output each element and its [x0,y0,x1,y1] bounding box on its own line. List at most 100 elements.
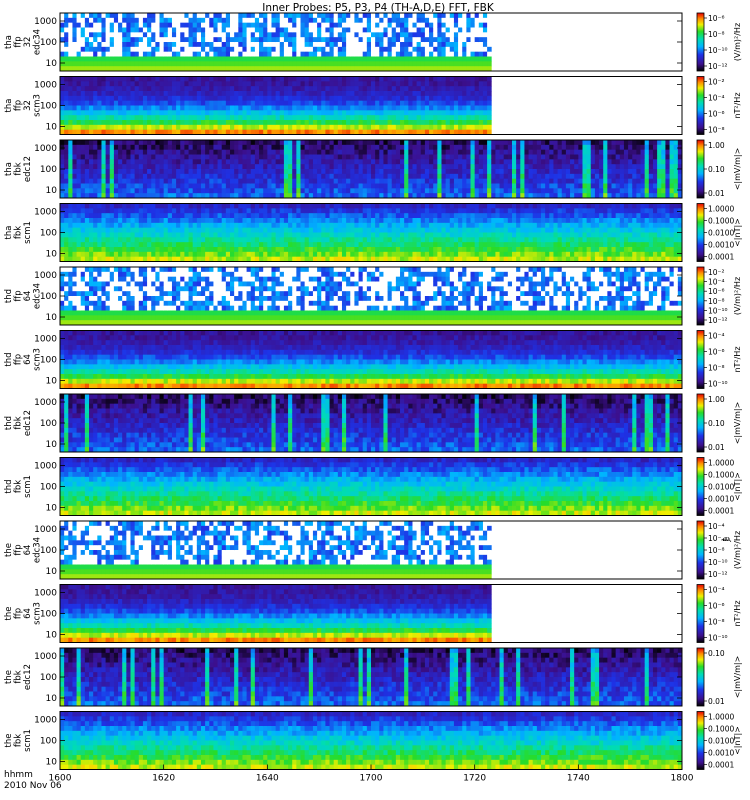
y-tick-label: 10 [46,758,58,768]
colorbar-tick-label: 0.1000 [708,725,734,734]
colorbar-tick-label: 10⁻² [708,268,725,277]
colorbar-tick-label: 0.10 [708,165,725,174]
panel-ylabel: edc34 [33,537,43,563]
colorbar-tick-label: 0.0001 [708,507,734,516]
panel-ylabel: fbk [14,670,24,683]
colorbar-tick-label: 0.01 [708,697,725,706]
y-tick-label: 10 [46,123,58,133]
colorbar-tick-label: 10⁻⁴ [708,522,725,531]
panel-ylabel: fbk [14,734,24,747]
y-tick-label: 1000 [34,335,57,345]
colorbar-tick-label: 0.0001 [708,761,734,770]
colorbar [697,712,704,770]
panel-ylabel: 64 [23,354,33,365]
panel-ylabel: 32 [23,100,33,111]
colorbar-tick-label: 10⁻¹⁰ [708,306,728,315]
spectrogram-2 [60,140,682,198]
colorbar-tick-label: 10⁻⁶ [708,348,725,357]
colorbar-tick-label: 1.00 [708,141,725,150]
colorbar-tick-label: 1.0000 [708,459,734,468]
colorbar-tick-label: 0.0010 [708,495,734,504]
y-tick-label: 1000 [34,462,57,472]
y-tick-label: 10 [46,694,58,704]
colorbar-tick-label: 0.10 [708,419,725,428]
panel-ylabel: scm1 [23,729,33,752]
y-tick-label: 10 [46,631,58,641]
panel-ylabel: scm1 [23,475,33,498]
panel-ylabel: ffp [14,290,24,301]
panel-ylabel: edc34 [33,283,43,309]
x-tick-label: 1720 [463,774,486,784]
date-axis-label: 2010 Nov 06 [4,781,62,791]
colorbar-tick-label: 10⁻⁸ [708,30,725,39]
panel-ylabel: the [4,734,14,748]
panel-ylabel: tha [4,162,14,176]
y-tick-label: 1000 [34,589,57,599]
colorbar [697,394,704,452]
colorbar-tick-label: 10⁻⁶ [708,602,725,611]
y-tick-label: 1000 [34,81,57,91]
panel-ylabel: tha [4,35,14,49]
colorbar [697,204,704,262]
y-tick-label: 1000 [34,652,57,662]
spectrogram-0 [60,13,492,71]
colorbar-tick-label: 10⁻⁴ [708,586,725,595]
colorbar-tick-label: 0.01 [708,443,725,452]
panel-ylabel: edc34 [33,29,43,55]
colorbar-tick-label: 10⁻ⶺ [708,534,732,543]
panel-ylabel: 64 [23,608,33,619]
colorbar [697,77,704,135]
y-tick-label: 10 [46,377,58,387]
colorbar-tick-label: 0.10 [708,649,725,658]
colorbar-label: (V/m)²/Hz [733,23,742,61]
panel-ylabel: edc12 [23,156,33,182]
colorbar-tick-label: 0.0010 [708,749,734,758]
colorbar-label: <|nT|> [733,472,742,501]
colorbar-tick-label: 10⁻⁴ [708,94,725,103]
panel-ylabel: ffp [14,36,24,47]
spectrogram-6 [60,394,682,452]
y-tick-label: 10 [46,313,58,323]
panel-ylabel: edc12 [23,410,33,436]
y-tick-label: 10 [46,186,58,196]
spectrogram-3 [60,204,682,262]
y-tick-label: 100 [40,483,57,493]
panel-ylabel: the [4,543,14,557]
y-tick-label: 10 [46,59,58,69]
panel-ylabel: fbk [14,480,24,493]
y-tick-label: 1000 [34,716,57,726]
panel-ylabel: edc12 [23,664,33,690]
panel-ylabel: thd [4,289,14,303]
colorbar [697,648,704,706]
panel-ylabel: 64 [23,291,33,302]
colorbar [697,585,704,643]
colorbar-label: (V/m)²/Hz [733,277,742,315]
colorbar-label: (V/m)²/Hz [733,531,742,569]
y-tick-label: 10 [46,567,58,577]
colorbar-tick-label: 10⁻⁴ [708,278,725,287]
y-tick-label: 1000 [34,398,57,408]
colorbar [697,458,704,516]
colorbar-label: <|mV/m|> [733,148,742,191]
y-tick-label: 1000 [34,144,57,154]
colorbar-tick-label: 10⁻⁴ [708,332,725,341]
colorbar-tick-label: 0.1000 [708,217,734,226]
colorbar-label: <|nT|> [733,218,742,247]
colorbar-tick-label: 1.0000 [708,713,734,722]
colorbar-tick-label: 10⁻¹⁰ [708,558,728,567]
spectrogram-4 [60,267,682,325]
panel-ylabel: thd [4,479,14,493]
spectrogram-9 [60,585,492,643]
panel-ylabel: ffp [14,100,24,111]
colorbar-tick-label: 10⁻⁸ [708,618,725,627]
colorbar-tick-label: 10⁻¹² [708,62,728,71]
colorbar-tick-label: 0.0100 [708,229,734,238]
